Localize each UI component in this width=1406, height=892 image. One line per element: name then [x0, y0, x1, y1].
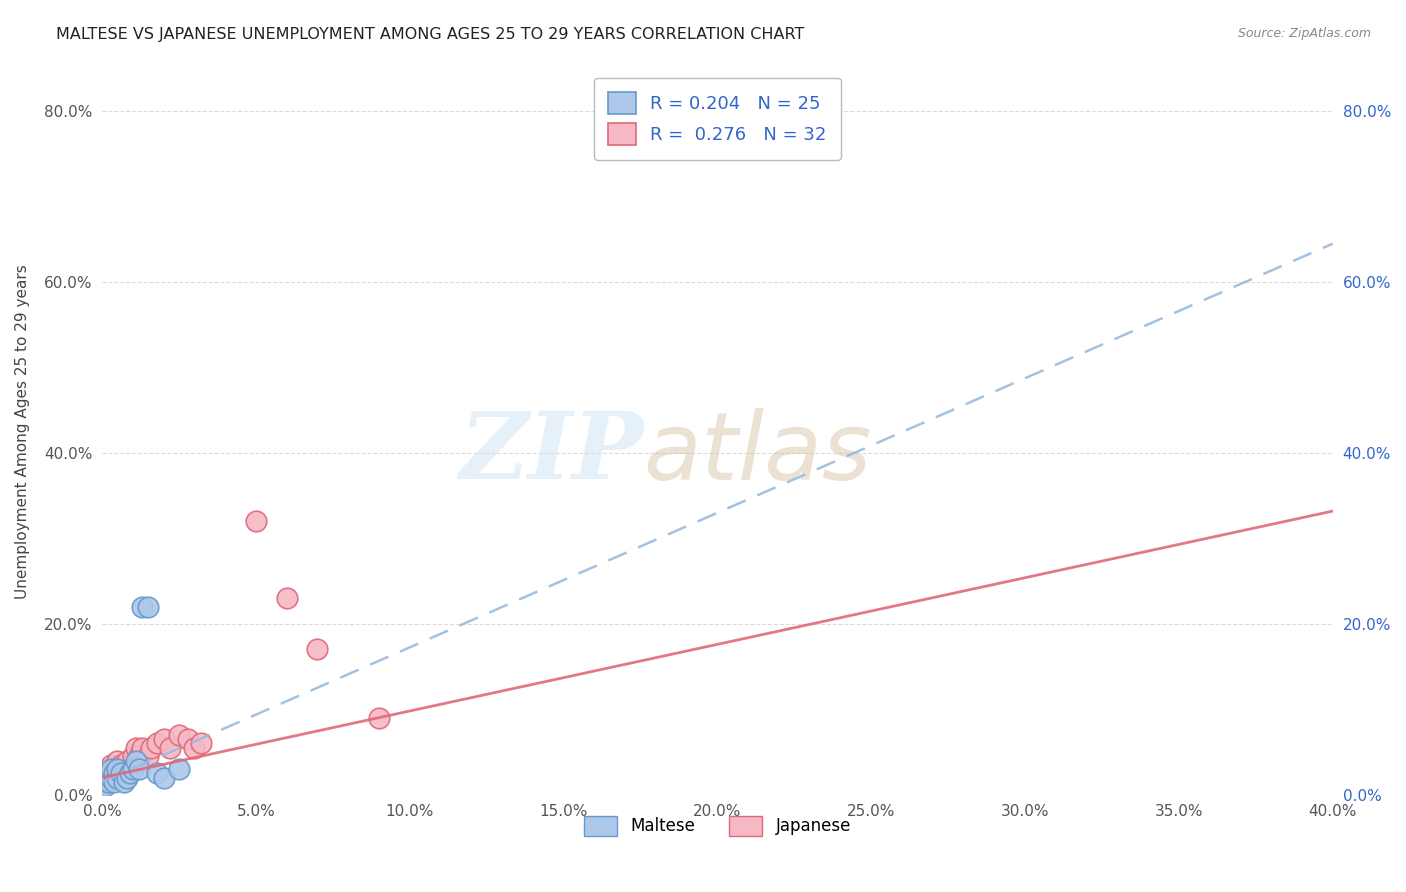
Point — [97, 775, 120, 789]
Point — [103, 762, 125, 776]
Point — [125, 754, 148, 768]
Text: Source: ZipAtlas.com: Source: ZipAtlas.com — [1237, 27, 1371, 40]
Point — [100, 762, 122, 776]
Point — [91, 771, 114, 785]
Point — [94, 771, 117, 785]
Point — [146, 766, 169, 780]
Point — [368, 711, 391, 725]
Legend: Maltese, Japanese: Maltese, Japanese — [575, 807, 859, 845]
Point — [91, 771, 114, 785]
Point — [125, 740, 148, 755]
Text: MALTESE VS JAPANESE UNEMPLOYMENT AMONG AGES 25 TO 29 YEARS CORRELATION CHART: MALTESE VS JAPANESE UNEMPLOYMENT AMONG A… — [56, 27, 804, 42]
Point — [245, 514, 267, 528]
Point — [110, 766, 132, 780]
Point — [177, 732, 200, 747]
Point — [97, 766, 120, 780]
Point — [276, 591, 298, 606]
Point — [118, 766, 141, 780]
Point — [94, 771, 117, 785]
Point — [107, 754, 129, 768]
Point — [107, 771, 129, 785]
Point — [307, 642, 329, 657]
Point — [100, 771, 122, 785]
Point — [112, 775, 135, 789]
Point — [91, 775, 114, 789]
Point — [159, 740, 181, 755]
Point — [107, 766, 129, 780]
Point — [107, 762, 129, 776]
Point — [141, 740, 163, 755]
Text: atlas: atlas — [644, 408, 872, 499]
Point — [97, 762, 120, 776]
Point — [152, 771, 174, 785]
Point — [131, 599, 153, 614]
Point — [100, 757, 122, 772]
Point — [103, 766, 125, 780]
Point — [100, 771, 122, 785]
Point — [97, 766, 120, 780]
Point — [103, 775, 125, 789]
Point — [167, 728, 190, 742]
Point — [128, 762, 150, 776]
Y-axis label: Unemployment Among Ages 25 to 29 years: Unemployment Among Ages 25 to 29 years — [15, 264, 30, 599]
Point — [167, 762, 190, 776]
Point — [112, 766, 135, 780]
Point — [183, 740, 205, 755]
Point — [122, 762, 145, 776]
Point — [103, 771, 125, 785]
Point — [146, 736, 169, 750]
Point — [152, 732, 174, 747]
Point — [118, 762, 141, 776]
Point — [128, 749, 150, 764]
Point — [122, 749, 145, 764]
Text: ZIP: ZIP — [460, 409, 644, 499]
Point — [115, 754, 138, 768]
Point — [91, 779, 114, 793]
Point — [115, 771, 138, 785]
Point — [94, 779, 117, 793]
Point — [110, 757, 132, 772]
Point — [136, 749, 159, 764]
Point — [91, 775, 114, 789]
Point — [136, 599, 159, 614]
Point — [190, 736, 212, 750]
Point — [131, 740, 153, 755]
